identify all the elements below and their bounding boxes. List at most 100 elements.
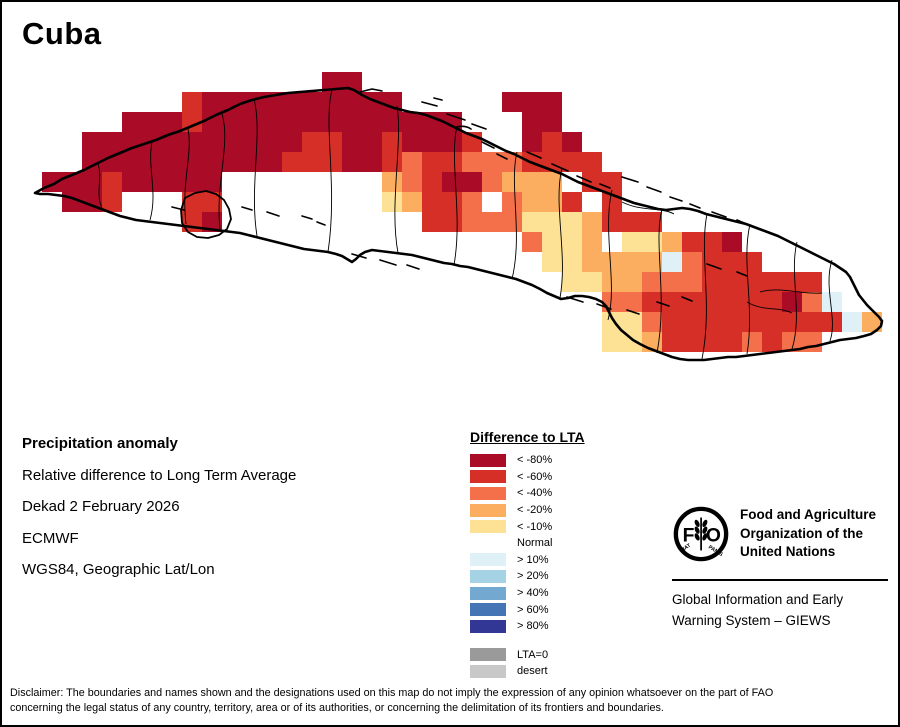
anomaly-cell (402, 192, 422, 212)
legend-item-label: < -60% (517, 470, 553, 483)
anomaly-cell (622, 332, 642, 352)
anomaly-cell (802, 292, 822, 312)
anomaly-cell (682, 232, 702, 252)
anomaly-cell (422, 212, 442, 232)
anomaly-cell (282, 92, 302, 112)
anomaly-cell (782, 312, 802, 332)
anomaly-cell (802, 272, 822, 292)
anomaly-cell (642, 312, 662, 332)
legend-item: < -40% (470, 485, 650, 502)
anomaly-cell (502, 192, 522, 212)
anomaly-cell (142, 112, 162, 132)
anomaly-cell (242, 132, 262, 152)
anomaly-cell (742, 272, 762, 292)
anomaly-cell (182, 172, 202, 192)
legend-item: > 10% (470, 552, 650, 569)
anomaly-cell (662, 332, 682, 352)
anomaly-cell (622, 212, 642, 232)
anomaly-cell (442, 172, 462, 192)
anomaly-cell (422, 192, 442, 212)
anomaly-cell (442, 152, 462, 172)
anomaly-cell (122, 112, 142, 132)
anomaly-cell (342, 152, 362, 172)
legend-item-label: > 20% (517, 570, 549, 583)
anomaly-cell (582, 212, 602, 232)
cuba-map-svg (33, 72, 884, 362)
anomaly-cell (662, 232, 682, 252)
anomaly-cell (202, 212, 222, 232)
giews-line: Global Information and Early (672, 592, 844, 607)
anomaly-cell (802, 312, 822, 332)
fao-divider (672, 579, 888, 581)
svg-text:F: F (683, 526, 695, 547)
anomaly-cell (642, 292, 662, 312)
anomaly-cell (262, 132, 282, 152)
anomaly-cell (502, 212, 522, 232)
legend-item-label: < -80% (517, 454, 553, 467)
anomaly-cell (402, 112, 422, 132)
disclaimer: Disclaimer: The boundaries and names sho… (10, 686, 858, 715)
anomaly-cell (522, 212, 542, 232)
anomaly-cell (642, 272, 662, 292)
anomaly-cell (722, 272, 742, 292)
anomaly-cell (782, 272, 802, 292)
anomaly-cell (402, 172, 422, 192)
fao-org-line: United Nations (740, 544, 836, 559)
anomaly-cell (202, 152, 222, 172)
anomaly-cell (702, 272, 722, 292)
anomaly-cell (202, 112, 222, 132)
anomaly-cell (302, 152, 322, 172)
anomaly-cell (702, 312, 722, 332)
anomaly-cell (682, 252, 702, 272)
anomaly-cell (182, 152, 202, 172)
legend-item: LTA=0 (470, 647, 650, 664)
legend-item: < -10% (470, 518, 650, 535)
legend-swatch (470, 664, 506, 678)
legend-swatch (470, 536, 506, 550)
anomaly-cell (502, 152, 522, 172)
anomaly-cell (482, 152, 502, 172)
legend-swatch (470, 586, 506, 600)
fao-org-line: Organization of the (740, 525, 863, 541)
anomaly-cell (262, 152, 282, 172)
anomaly-cell (562, 212, 582, 232)
anomaly-cell (162, 132, 182, 152)
anomaly-cell (302, 132, 322, 152)
anomaly-cell (562, 252, 582, 272)
anomaly-cell (102, 192, 122, 212)
anomaly-cell (662, 252, 682, 272)
anomaly-cell (102, 132, 122, 152)
anomaly-cell (762, 312, 782, 332)
fao-org-line: Food and Agriculture (740, 507, 876, 522)
anomaly-cell (342, 112, 362, 132)
offshore-cays (171, 88, 750, 315)
cuba-map (2, 2, 898, 427)
anomaly-cell (322, 112, 342, 132)
anomaly-cell (102, 152, 122, 172)
legend-item: < -20% (470, 502, 650, 519)
anomaly-cell (282, 132, 302, 152)
legend-rows: < -80% < -60% < -40% < -20% < -10% Normal > 10… (470, 452, 650, 680)
anomaly-cell (442, 192, 462, 212)
legend-item: desert (470, 663, 650, 680)
anomaly-cell (522, 92, 542, 112)
anomaly-cell (222, 92, 242, 112)
map-info-block: Precipitation anomaly Relative differenc… (22, 434, 296, 592)
anomaly-cell (662, 292, 682, 312)
fao-org-name: Food and Agriculture Organization of the… (740, 506, 876, 562)
anomaly-cell (642, 232, 662, 252)
anomaly-cell (542, 192, 562, 212)
info-dekad: Dekad 2 February 2026 (22, 498, 180, 515)
anomaly-cell (402, 152, 422, 172)
legend-swatch (470, 453, 506, 467)
anomaly-cell (702, 332, 722, 352)
anomaly-cell (742, 292, 762, 312)
anomaly-cell (782, 292, 802, 312)
anomaly-cell (382, 152, 402, 172)
legend-item: > 60% (470, 601, 650, 618)
anomaly-cell (462, 192, 482, 212)
anomaly-cell (382, 192, 402, 212)
anomaly-cell (482, 212, 502, 232)
anomaly-cell (622, 292, 642, 312)
